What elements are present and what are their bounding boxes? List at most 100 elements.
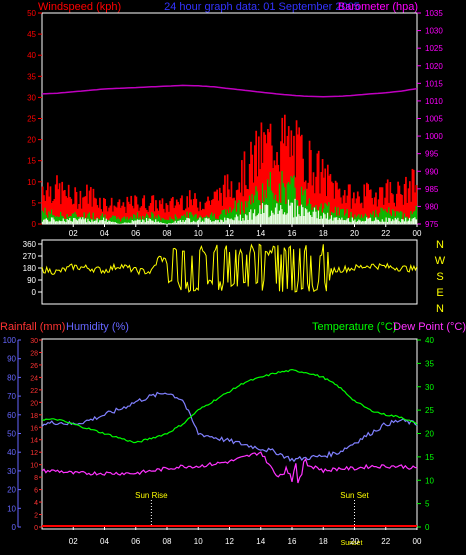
wind-low-bar bbox=[325, 218, 328, 224]
wind-avg-bar bbox=[57, 216, 60, 224]
wind-gust-bar bbox=[246, 188, 248, 224]
wind-low-bar bbox=[286, 213, 289, 224]
wind-gust-bar bbox=[251, 154, 254, 224]
wind-avg-bar bbox=[54, 216, 57, 224]
wind-gust-bar bbox=[175, 199, 178, 224]
wind-low-bar bbox=[80, 219, 83, 224]
wind-low-bar bbox=[358, 219, 360, 224]
wind-low-bar bbox=[371, 221, 373, 224]
wind-low-bar bbox=[349, 221, 351, 224]
wind-low-bar bbox=[63, 221, 66, 224]
wind-gust-bar bbox=[102, 197, 105, 224]
humidity-y-tick-label: 40 bbox=[7, 448, 16, 457]
wind-low-bar bbox=[277, 213, 280, 224]
humidity-line bbox=[41, 391, 418, 463]
wind-low-bar bbox=[205, 217, 208, 224]
wind-low-bar bbox=[104, 221, 107, 224]
wind-gust-bar bbox=[84, 196, 87, 224]
wind-gust-bar bbox=[142, 198, 144, 224]
wind-avg-bar bbox=[398, 212, 401, 224]
wind-low-bar bbox=[113, 222, 116, 224]
wind-y-tick-label: 20 bbox=[27, 136, 36, 145]
weather-x-tick-label: 02 bbox=[69, 537, 78, 546]
wind-gust-bar bbox=[308, 140, 311, 224]
wind-x-tick-label: 12 bbox=[225, 229, 234, 238]
wind-avg-bar bbox=[251, 193, 254, 224]
wind-gust-bar bbox=[250, 141, 252, 224]
wind-gust-bar bbox=[108, 207, 110, 224]
weather-x-tick-label: 18 bbox=[319, 537, 328, 546]
wind-low-bar bbox=[122, 223, 125, 224]
wind-low-bar bbox=[182, 219, 185, 224]
wind-gust-bar bbox=[213, 191, 216, 224]
wind-low-bar bbox=[267, 205, 269, 224]
wind-x-tick-label: 04 bbox=[100, 229, 109, 238]
wind-gust-bar bbox=[170, 198, 173, 224]
wind-avg-bar bbox=[183, 214, 186, 224]
wind-gust-bar bbox=[397, 181, 399, 224]
wind-gust-bar bbox=[283, 114, 286, 224]
wind-y-tick-label: 0 bbox=[32, 220, 37, 229]
wind-low-bar bbox=[125, 222, 127, 224]
weather-x-tick-label: 10 bbox=[194, 537, 203, 546]
wind-low-bar bbox=[200, 221, 203, 224]
wind-low-bar bbox=[354, 219, 357, 224]
wind-low-bar bbox=[293, 217, 295, 224]
wind-low-bar bbox=[261, 203, 264, 224]
wind-low-bar bbox=[148, 218, 151, 224]
wind-low-bar bbox=[186, 217, 189, 224]
wind-gust-bar bbox=[363, 184, 366, 224]
wind-gust-bar bbox=[138, 210, 140, 224]
wind-low-bar bbox=[233, 220, 235, 224]
wind-gust-bar bbox=[66, 197, 69, 224]
wind-gust-bar bbox=[203, 209, 205, 224]
wind-avg-bar bbox=[147, 215, 149, 224]
wind-low-bar bbox=[337, 220, 340, 224]
wind-avg-bar bbox=[118, 219, 121, 224]
wind-low-bar bbox=[131, 220, 134, 224]
wind-gust-bar bbox=[408, 181, 411, 224]
wind-avg-bar bbox=[270, 190, 273, 224]
rain-y-tick-label: 2 bbox=[34, 513, 38, 520]
wind-avg-bar bbox=[360, 214, 363, 224]
marks-layer bbox=[41, 84, 418, 527]
compass-n-top: N bbox=[436, 239, 444, 251]
wind-avg-bar bbox=[162, 218, 165, 224]
compass-n-bottom: N bbox=[436, 303, 444, 315]
wind-low-bar bbox=[135, 220, 138, 224]
wind-avg-bar bbox=[321, 212, 324, 224]
wind-gust-bar bbox=[110, 197, 113, 224]
wind-low-bar bbox=[306, 209, 308, 224]
humidity-y-tick-label: 20 bbox=[7, 486, 16, 495]
wind-low-bar bbox=[50, 217, 53, 224]
humidity-y-tick-label: 30 bbox=[7, 467, 16, 476]
wind-low-bar bbox=[377, 219, 380, 224]
wind-low-bar bbox=[410, 221, 412, 224]
wind-low-bar bbox=[347, 218, 350, 224]
rain-y-tick-label: 6 bbox=[34, 488, 38, 495]
wind-low-bar bbox=[214, 220, 217, 224]
wind-low-bar bbox=[129, 222, 131, 224]
wind-gust-bar bbox=[355, 198, 358, 224]
wind-avg-bar bbox=[175, 216, 178, 224]
wind-avg-bar bbox=[392, 209, 394, 224]
wind-gust-bar bbox=[354, 203, 357, 224]
wind-x-tick-label: 16 bbox=[288, 229, 297, 238]
wind-avg-bar bbox=[153, 218, 156, 224]
wind-gust-bar bbox=[165, 203, 168, 224]
wind-avg-bar bbox=[410, 211, 412, 224]
direction-y-tick-label: 0 bbox=[32, 288, 37, 297]
wind-avg-bar bbox=[97, 218, 100, 224]
weather-x-tick-label: 20 bbox=[350, 537, 359, 546]
wind-avg-bar bbox=[350, 211, 353, 224]
wind-low-bar bbox=[352, 220, 355, 224]
wind-low-bar bbox=[398, 221, 401, 224]
wind-gust-bar bbox=[406, 202, 409, 224]
wind-low-bar bbox=[76, 220, 79, 224]
direction-y-tick-label: 360 bbox=[23, 240, 37, 249]
wind-gust-bar bbox=[52, 200, 54, 224]
wind-low-bar bbox=[274, 207, 277, 224]
wind-avg-bar bbox=[220, 214, 222, 224]
wind-gust-bar bbox=[168, 211, 170, 224]
wind-gust-bar bbox=[226, 174, 229, 224]
